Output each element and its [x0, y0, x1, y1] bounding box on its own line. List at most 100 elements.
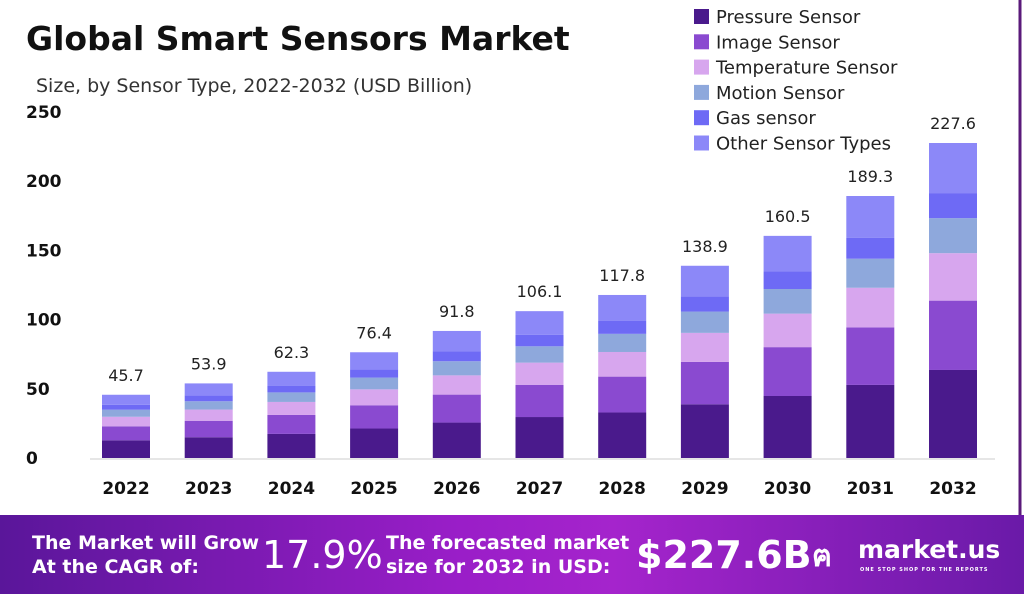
- x-tick-label: 2029: [681, 479, 728, 499]
- bar-segment: [929, 143, 977, 194]
- bar-segment: [350, 377, 399, 390]
- bar-segment: [267, 392, 316, 402]
- bar-segment: [598, 333, 647, 352]
- bar-segment: [267, 401, 316, 415]
- bar-segment: [929, 300, 977, 370]
- bar-segment: [267, 414, 316, 434]
- y-tick-label: 250: [26, 103, 62, 123]
- bar-segment: [432, 375, 481, 395]
- x-tick-label: 2022: [102, 479, 149, 499]
- bar-segment: [102, 404, 150, 410]
- data-label: 62.3: [274, 343, 310, 362]
- bar-segment: [763, 347, 812, 396]
- bar-segment: [184, 401, 233, 410]
- legend-label: Other Sensor Types: [716, 134, 891, 155]
- bar-segment: [515, 334, 564, 347]
- y-tick-label: 200: [26, 172, 62, 192]
- bar-segment: [680, 404, 729, 458]
- bar-segment: [184, 420, 233, 438]
- data-label: 227.6: [930, 114, 976, 133]
- data-label: 53.9: [191, 354, 227, 373]
- bar-segment: [929, 253, 977, 301]
- bar-segment: [515, 311, 564, 335]
- bar-segment: [598, 351, 647, 377]
- bar-segment: [763, 235, 812, 272]
- bar-segment: [432, 361, 481, 376]
- bar-segment: [515, 384, 564, 418]
- legend-swatch: [694, 34, 709, 50]
- bar-segment: [102, 394, 150, 405]
- bar-segment: [680, 361, 729, 405]
- bar-segment: [350, 405, 399, 429]
- bar-segment: [680, 332, 729, 362]
- bar-segment: [432, 351, 481, 362]
- data-label: 91.8: [439, 302, 475, 321]
- bar-segment: [846, 384, 895, 458]
- cagr-value: 17.9%: [262, 533, 383, 577]
- x-tick-label: 2028: [599, 479, 646, 499]
- cagr-text-2: At the CAGR of:: [32, 556, 199, 578]
- bar-segment: [184, 395, 233, 402]
- legend-swatch: [694, 110, 709, 126]
- bar-segment: [846, 327, 895, 385]
- chart: Global Smart Sensors Market Size, by Sen…: [26, 0, 1022, 515]
- legend-swatch: [694, 59, 709, 75]
- legend-label: Image Sensor: [716, 32, 840, 53]
- bar-segment: [763, 289, 812, 314]
- brand-logo-icon: ฅ: [812, 539, 833, 574]
- legend-label: Gas sensor: [716, 108, 816, 129]
- bar-segment: [350, 369, 399, 378]
- x-tick-label: 2032: [929, 479, 976, 499]
- bar-segment: [763, 395, 812, 458]
- forecast-value: $227.6B: [636, 533, 812, 577]
- data-label: 160.5: [765, 207, 811, 226]
- bar-segment: [680, 265, 729, 297]
- bar-segment: [102, 426, 150, 441]
- legend-swatch: [694, 9, 709, 24]
- data-label: 189.3: [847, 167, 893, 186]
- bar-segment: [929, 218, 977, 254]
- legend-label: Temperature Sensor: [715, 58, 898, 79]
- bar-segment: [432, 394, 481, 423]
- bar-segment: [184, 437, 233, 458]
- bar-segment: [350, 428, 399, 458]
- x-tick-label: 2023: [185, 479, 232, 499]
- forecast-text-1: The forecasted market: [386, 532, 630, 554]
- bar-segment: [515, 417, 564, 458]
- bar-segment: [102, 440, 150, 458]
- bar-segment: [846, 196, 895, 238]
- bar-segment: [929, 369, 977, 458]
- summary-banner: The Market will Grow At the CAGR of: 17.…: [0, 515, 1024, 594]
- forecast-text-2: size for 2032 in USD:: [386, 556, 611, 578]
- bar-segment: [515, 346, 564, 363]
- legend-swatch: [694, 135, 709, 151]
- bar-segment: [929, 193, 977, 219]
- x-tick-label: 2024: [268, 479, 315, 499]
- bar-segment: [598, 294, 647, 321]
- chart-subtitle: Size, by Sensor Type, 2022-2032 (USD Bil…: [36, 75, 472, 97]
- bar-segment: [267, 433, 316, 458]
- bar-segment: [432, 422, 481, 458]
- x-tick-label: 2030: [764, 479, 811, 499]
- bar-segment: [184, 409, 233, 421]
- brand-name: market.us: [858, 535, 1001, 564]
- data-label: 106.1: [517, 282, 563, 301]
- x-tick-label: 2026: [433, 479, 480, 499]
- bar-segment: [680, 296, 729, 312]
- bar-segment: [102, 416, 150, 427]
- y-tick-label: 50: [26, 380, 50, 400]
- data-label: 117.8: [599, 266, 645, 285]
- data-label: 45.7: [108, 366, 144, 385]
- chart-title: Global Smart Sensors Market: [26, 19, 570, 58]
- bar-segment: [598, 412, 647, 458]
- bar-segment: [598, 376, 647, 413]
- cagr-text-1: The Market will Grow: [32, 532, 260, 554]
- bar-segment: [598, 320, 647, 334]
- bar-segment: [846, 287, 895, 328]
- data-label: 76.4: [356, 323, 392, 342]
- bar-segment: [432, 330, 481, 352]
- x-tick-label: 2025: [350, 479, 397, 499]
- bar-segment: [350, 352, 399, 370]
- bar-segment: [184, 383, 233, 396]
